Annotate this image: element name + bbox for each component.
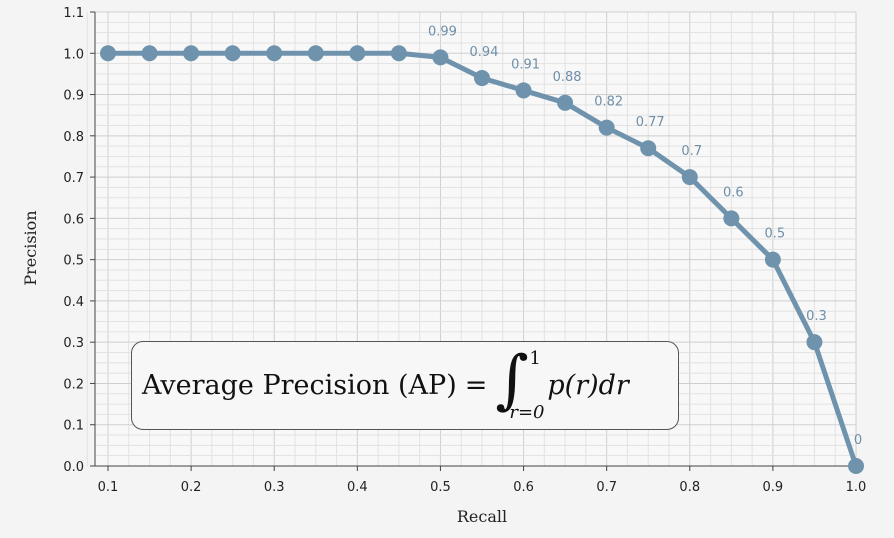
y-tick-label: 0.6 bbox=[63, 212, 84, 227]
data-point bbox=[390, 45, 407, 62]
data-label: 0.82 bbox=[594, 95, 623, 110]
y-axis-title: Precision bbox=[21, 210, 40, 285]
data-point bbox=[806, 334, 823, 351]
integral-sign: ∫ 1 r=0 bbox=[493, 343, 545, 426]
axes: 0.1 0.2 0.3 0.4 0.5 0.6 0.7 0.8 0.9 1.0 0.0 0.1 0.2 0… bbox=[63, 6, 866, 495]
x-tick-label: 0.4 bbox=[347, 480, 368, 495]
x-tick-label: 0.1 bbox=[98, 480, 119, 495]
data-point bbox=[723, 210, 740, 227]
data-point bbox=[432, 49, 449, 66]
data-label: 0.5 bbox=[765, 227, 786, 242]
data-label: 0.77 bbox=[636, 115, 665, 130]
y-tick-label: 0.5 bbox=[63, 254, 84, 269]
y-tick-label: 0.7 bbox=[63, 171, 84, 186]
y-tick-label: 0.4 bbox=[63, 295, 84, 310]
data-point bbox=[640, 140, 657, 157]
integral-upper-limit: 1 bbox=[529, 347, 541, 369]
data-label: 0.7 bbox=[681, 144, 702, 159]
x-tick-label: 0.7 bbox=[596, 480, 617, 495]
y-tick-label: 0.1 bbox=[63, 419, 84, 434]
x-tick-label: 0.9 bbox=[763, 480, 784, 495]
x-tick-label: 1.0 bbox=[846, 480, 867, 495]
series bbox=[100, 45, 864, 474]
data-point bbox=[848, 458, 864, 474]
data-point bbox=[349, 45, 366, 62]
x-tick-label: 0.2 bbox=[181, 480, 202, 495]
x-tick-label: 0.8 bbox=[679, 480, 700, 495]
data-point bbox=[183, 45, 200, 62]
data-point bbox=[474, 70, 490, 87]
data-label: 0.94 bbox=[470, 45, 499, 60]
data-label: 0.6 bbox=[723, 185, 744, 200]
formula-equals: = bbox=[464, 370, 488, 401]
data-point bbox=[141, 45, 158, 62]
y-tick-label: 0.9 bbox=[63, 89, 84, 104]
data-point bbox=[764, 251, 781, 268]
data-point bbox=[681, 169, 698, 186]
data-point bbox=[557, 94, 574, 111]
data-label: 0 bbox=[854, 433, 862, 448]
y-tick-label: 0.2 bbox=[63, 377, 84, 392]
data-point bbox=[515, 82, 532, 99]
integral-symbol: ∫ bbox=[495, 342, 529, 417]
y-tick-label: 1.1 bbox=[63, 6, 84, 21]
y-tick-label: 1.0 bbox=[63, 47, 84, 62]
data-labels: 0.99 0.94 0.91 0.88 0.82 0.77 0.7 0.6 0.5 0.3 0 bbox=[428, 24, 862, 448]
data-point bbox=[100, 45, 116, 62]
y-tick-label: 0.8 bbox=[63, 130, 84, 145]
formula-integrand: p(r)dr bbox=[547, 370, 629, 401]
x-axis-title: Recall bbox=[457, 507, 507, 526]
data-label: 0.88 bbox=[553, 70, 582, 85]
data-point bbox=[598, 119, 615, 136]
data-point bbox=[266, 45, 283, 62]
x-tick-label: 0.3 bbox=[264, 480, 285, 495]
average-precision-formula: Average Precision (AP) = ∫ 1 r=0 p(r)dr bbox=[131, 341, 679, 430]
integral-lower-limit: r=0 bbox=[509, 401, 545, 423]
data-label: 0.99 bbox=[428, 24, 457, 39]
formula-left-text: Average Precision (AP) bbox=[142, 370, 457, 401]
data-point bbox=[307, 45, 324, 62]
y-tick-label: 0.3 bbox=[63, 336, 84, 351]
data-label: 0.91 bbox=[511, 57, 540, 72]
y-tick-label: 0.0 bbox=[63, 460, 84, 475]
data-point bbox=[224, 45, 241, 62]
x-tick-label: 0.6 bbox=[513, 480, 534, 495]
x-tick-label: 0.5 bbox=[430, 480, 451, 495]
data-label: 0.3 bbox=[806, 309, 827, 324]
